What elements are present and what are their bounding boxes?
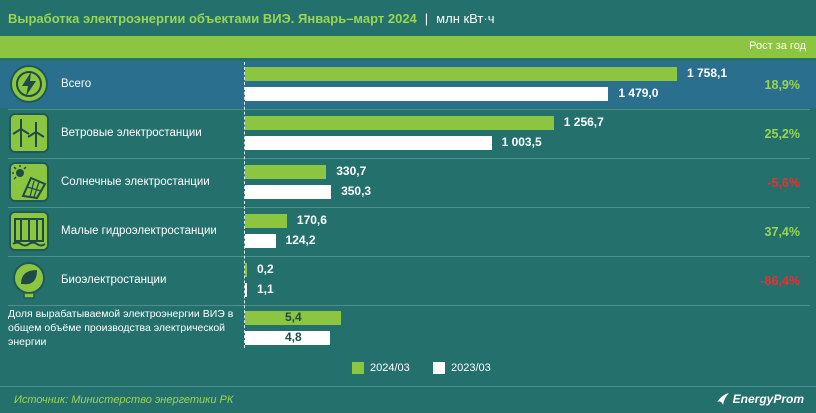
growth-value-total: 18,9% [764, 78, 800, 92]
bar-share-2023-03 [245, 331, 331, 345]
category-label-share: Доля вырабатываемой электроэнергии ВИЭ в… [8, 308, 234, 348]
bar-total-2024-03 [245, 67, 677, 81]
data-label-total-2024-03: 1 758,1 [687, 66, 728, 80]
legend-item-previous: 2023/03 [433, 362, 491, 374]
data-label-bio-2024-03: 0,2 [257, 262, 274, 276]
row-divider [8, 158, 810, 159]
brand-logo: EnergyProm [716, 392, 804, 406]
legend-item-current: 2024/03 [352, 362, 410, 374]
growth-value-bio: -86,4% [760, 274, 800, 288]
growth-column-header: Рост за год [749, 40, 806, 52]
growth-value-wind: 25,2% [764, 127, 800, 141]
category-label-wind: Ветровые электростанции [61, 127, 202, 139]
legend-swatch-previous [433, 362, 445, 374]
row-divider [8, 207, 810, 208]
data-label-bio-2023-03: 1,1 [257, 282, 274, 296]
data-label-hydro-2023-03: 124,2 [285, 233, 316, 247]
data-label-wind-2023-03: 1 003,5 [501, 135, 542, 149]
row-divider [8, 305, 810, 306]
chart-title: Выработка электроэнергии объектами ВИЭ. … [8, 10, 417, 26]
bar-solar-2024-03 [245, 165, 327, 179]
bar-share-2024-03 [245, 311, 341, 325]
brand-logo-icon [716, 393, 729, 405]
category-label-hydro: Малые гидроэлектростанции [61, 225, 217, 237]
bar-hydro-2023-03 [245, 234, 276, 248]
title-separator: | [424, 10, 429, 26]
wind-turbine-icon [9, 113, 49, 153]
legend-label-current: 2024/03 [370, 362, 410, 374]
chart-title-row: Выработка электроэнергии объектами ВИЭ. … [8, 8, 494, 28]
legend-swatch-current [352, 362, 364, 374]
solar-panel-icon [9, 162, 49, 202]
source-note: Источник: Министерство энергетики РК [14, 394, 234, 406]
hydro-dam-icon [9, 211, 49, 251]
data-label-wind-2024-03: 1 256,7 [563, 115, 604, 129]
growth-value-hydro: 37,4% [764, 225, 800, 239]
chart-unit: млн кВт·ч [436, 10, 495, 26]
brand-logo-text: EnergyProm [732, 392, 804, 406]
growth-header-band: Рост за год [0, 36, 816, 58]
bio-leaf-bulb-icon [13, 262, 45, 299]
category-label-bio: Биоэлектростанции [61, 274, 167, 286]
bar-total-2023-03 [245, 87, 609, 101]
category-label-solar: Солнечные электростанции [61, 176, 210, 188]
growth-value-solar: -5,6% [767, 176, 800, 190]
bar-wind-2023-03 [245, 136, 492, 150]
bar-wind-2024-03 [245, 116, 554, 130]
bar-bio-2024-03 [245, 263, 247, 277]
data-label-solar-2024-03: 330,7 [336, 164, 367, 178]
footer: Источник: Министерство энергетики РК Ene… [0, 386, 816, 413]
category-label-total: Всего [61, 78, 92, 90]
data-label-total-2023-03: 1 479,0 [618, 86, 659, 100]
row-divider [8, 256, 810, 257]
data-label-solar-2023-03: 350,3 [341, 184, 372, 198]
data-label-share-2024-03: 5,4 [285, 310, 302, 324]
data-label-hydro-2024-03: 170,6 [296, 213, 327, 227]
bar-hydro-2024-03 [245, 214, 287, 228]
bar-bio-2023-03 [245, 283, 247, 297]
row-divider [8, 109, 810, 110]
lightning-icon [10, 65, 48, 103]
axis-baseline [244, 62, 245, 348]
legend-label-previous: 2023/03 [451, 362, 491, 374]
bar-solar-2023-03 [245, 185, 332, 199]
data-label-share-2023-03: 4,8 [285, 330, 302, 344]
